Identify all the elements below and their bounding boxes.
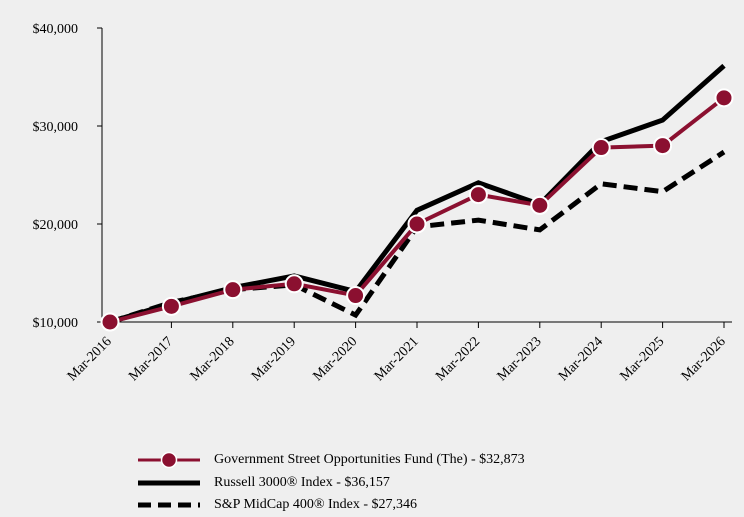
series-point-0 [468, 185, 488, 205]
legend-label-russell: Russell 3000® Index - $36,157 [214, 474, 390, 490]
series-point-0 [346, 286, 366, 306]
chart-series [100, 63, 734, 332]
legend-swatch-russell [138, 480, 200, 486]
x-tick-label: Mar-2020 [310, 334, 360, 384]
series-point-0 [407, 214, 427, 234]
x-tick-label: Mar-2016 [65, 334, 115, 384]
legend-item-midcap: S&P MidCap 400® Index - $27,346 [138, 494, 525, 517]
y-tick-label: $30,000 [33, 120, 79, 135]
x-tick-label: Mar-2021 [372, 334, 422, 384]
legend-label-fund: Government Street Opportunities Fund (Th… [214, 452, 525, 468]
series-line-1 [109, 63, 726, 325]
series-point-0 [161, 296, 181, 316]
legend-swatch-midcap [138, 502, 200, 508]
x-tick-label: Mar-2017 [126, 334, 176, 384]
y-tick-label: $40,000 [33, 22, 79, 37]
x-tick-label: Mar-2025 [617, 334, 667, 384]
x-tick-label: Mar-2026 [679, 334, 729, 384]
series-point-0 [653, 136, 673, 156]
x-tick-label: Mar-2018 [188, 334, 238, 384]
legend-swatch-fund [138, 452, 200, 469]
series-point-0 [284, 274, 304, 294]
x-tick-label: Mar-2019 [249, 334, 299, 384]
y-tick-label: $20,000 [33, 218, 79, 233]
series-point-0 [591, 138, 611, 158]
x-tick-label: Mar-2023 [495, 334, 545, 384]
x-tick-label: Mar-2022 [433, 334, 483, 384]
chart-legend: Government Street Opportunities Fund (Th… [138, 449, 525, 517]
legend-label-midcap: S&P MidCap 400® Index - $27,346 [214, 497, 418, 513]
series-point-0 [100, 312, 120, 332]
legend-item-russell: Russell 3000® Index - $36,157 [138, 472, 525, 495]
x-tick-label: Mar-2024 [556, 334, 606, 384]
legend-item-fund: Government Street Opportunities Fund (Th… [138, 449, 525, 472]
y-tick-label: $10,000 [33, 316, 79, 331]
series-point-0 [714, 88, 734, 108]
series-point-0 [530, 195, 550, 215]
series-point-0 [223, 280, 243, 300]
